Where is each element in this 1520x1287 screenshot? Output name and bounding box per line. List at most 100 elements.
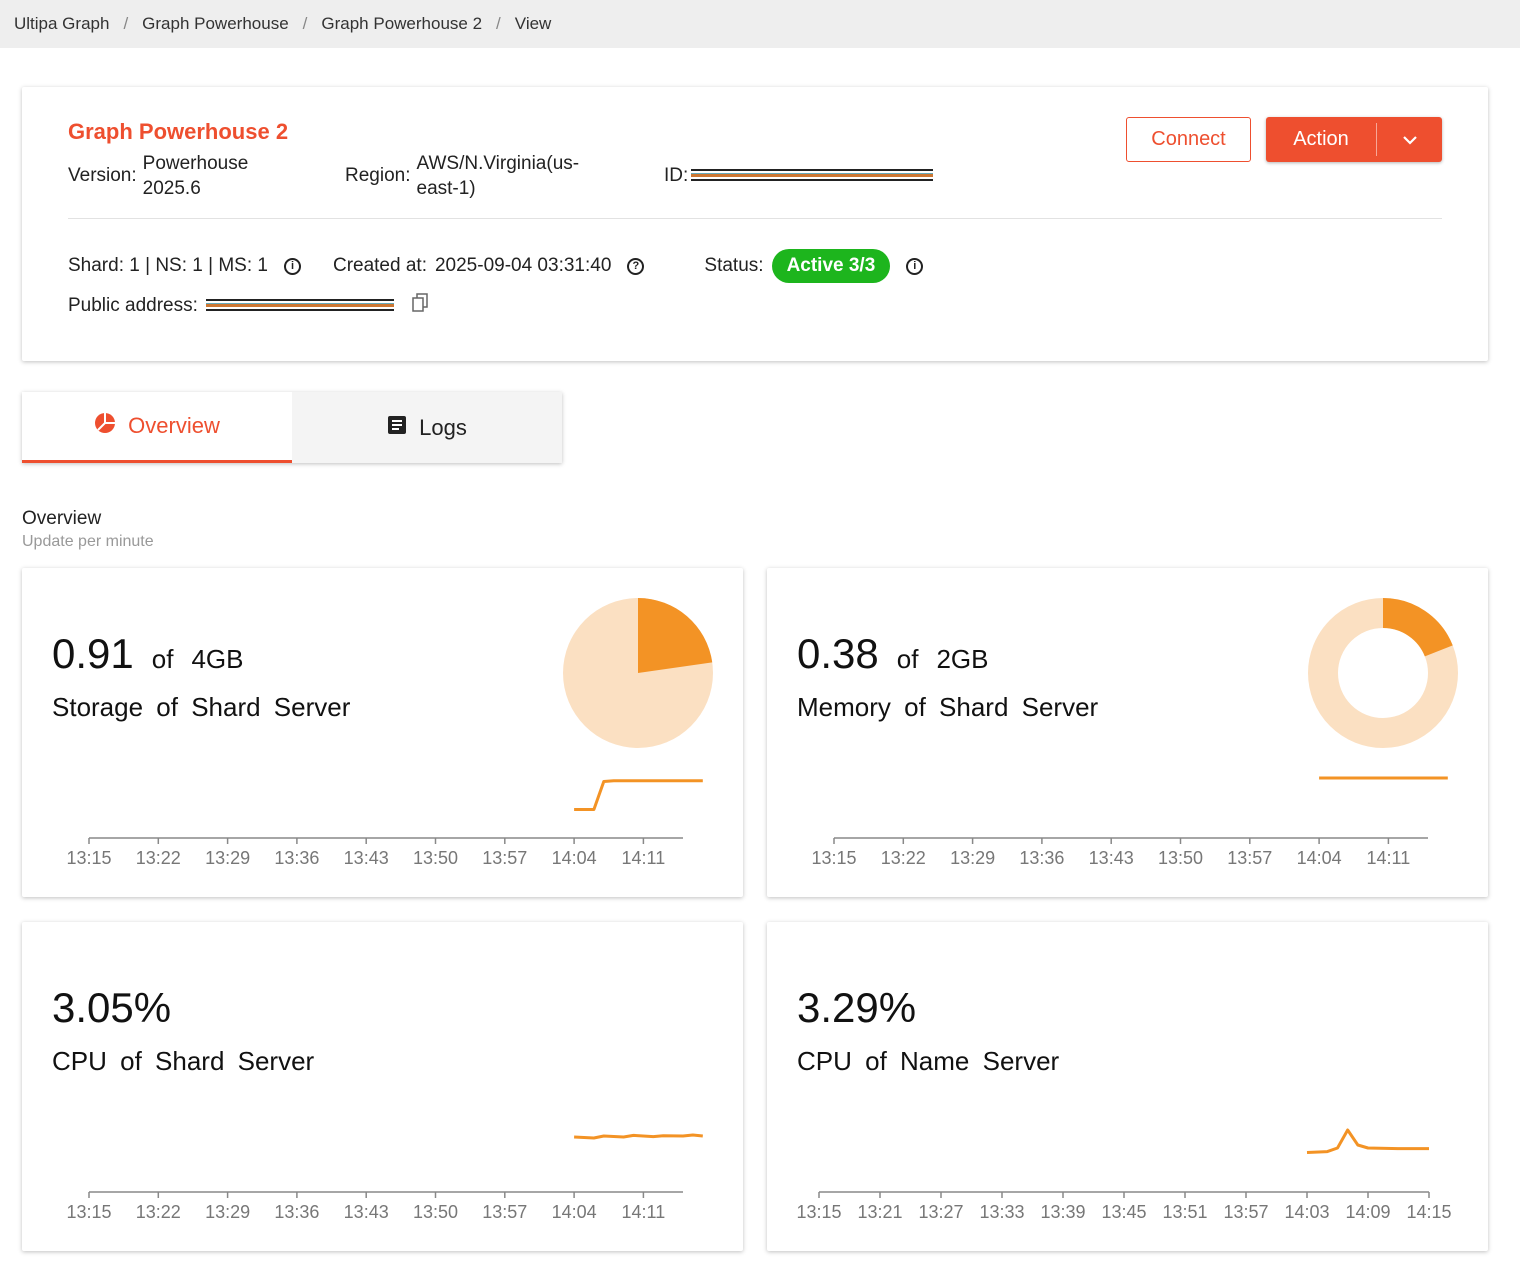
section-title: Overview — [22, 508, 102, 529]
metric-value: 3.05% — [52, 984, 171, 1032]
info-icon[interactable]: i — [283, 257, 301, 275]
x-tick-label: 14:11 — [622, 848, 666, 868]
x-tick-label: 13:15 — [811, 848, 856, 868]
of-label: of — [151, 644, 174, 674]
cpu-name-card: 3.29% CPU of Name Server 13:15 13:21 13:27 13… — [767, 922, 1488, 1251]
breadcrumb-graph-powerhouse[interactable]: Graph Powerhouse — [142, 14, 289, 33]
total-label: 4GB — [191, 644, 244, 674]
overview-section-header: Overview Update per minute — [22, 508, 154, 551]
breadcrumb-separator: / — [123, 14, 129, 33]
x-tick-label: 14:11 — [1367, 848, 1411, 868]
divider — [68, 218, 1442, 219]
region-label: Region: — [345, 165, 411, 186]
x-tick-label: 13:36 — [274, 1202, 319, 1222]
chart: 13:15 13:22 13:29 13:36 13:43 13:50 13:57 14:04… — [66, 598, 713, 868]
series-line — [574, 779, 703, 811]
instance-info-card: Graph Powerhouse 2 Version: Powerhouse 20… — [22, 87, 1488, 361]
x-tick-label: 13:29 — [205, 848, 250, 868]
chevron-down-icon[interactable] — [1377, 128, 1442, 151]
version-number: 2025.6 — [142, 178, 201, 199]
info-icon[interactable]: i — [906, 257, 924, 275]
x-tick-label: 13:22 — [881, 848, 926, 868]
action-label: Action — [1293, 128, 1349, 150]
x-tick-label: 13:22 — [136, 848, 181, 868]
redacted-id — [691, 169, 934, 183]
metric-caption: Storage of Shard Server — [52, 692, 351, 722]
tab-overview[interactable]: Overview — [22, 392, 292, 463]
document-icon — [387, 415, 407, 441]
value: 3.05% — [52, 984, 172, 1031]
x-tick-label: 13:36 — [274, 848, 319, 868]
chart: 13:15 13:22 13:29 13:36 13:43 13:50 13:57 14:04… — [66, 1133, 703, 1222]
region-value-cont: east-1) — [416, 178, 476, 199]
x-tick-label: 13:57 — [482, 848, 527, 868]
x-tick-label: 14:15 — [1406, 1202, 1451, 1222]
copy-icon[interactable] — [412, 293, 428, 318]
value: 3.29% — [797, 984, 917, 1031]
x-tick-label: 14:11 — [622, 1202, 666, 1222]
x-tick-label: 13:43 — [344, 1202, 389, 1222]
breadcrumb-ultipa-graph[interactable]: Ultipa Graph — [14, 14, 110, 33]
x-tick-label: 13:33 — [979, 1202, 1024, 1222]
x-tick-label: 13:50 — [413, 848, 458, 868]
redacted-address — [205, 298, 394, 313]
chart: 13:15 13:21 13:27 13:33 13:39 13:45 13:51 13:57… — [796, 1128, 1452, 1222]
x-tick-label: 13:45 — [1101, 1202, 1146, 1222]
tab-label: Overview — [128, 413, 220, 438]
divider — [1376, 123, 1377, 156]
x-tick-label: 13:15 — [66, 1202, 111, 1222]
x-tick-label: 13:22 — [136, 1202, 181, 1222]
version-value: Powerhouse — [142, 153, 249, 174]
value: 0.38 — [797, 630, 879, 677]
public-address-label: Public address: — [68, 294, 198, 316]
action-button[interactable]: Action — [1266, 117, 1442, 162]
metric-caption: CPU of Shard Server — [52, 1046, 315, 1076]
chart: 13:15 13:22 13:29 13:36 13:43 13:50 13:57 14:04… — [811, 598, 1458, 868]
metric-caption: Memory of Shard Server — [797, 692, 1099, 722]
x-tick-label: 13:29 — [950, 848, 995, 868]
x-tick-label: 13:57 — [1223, 1202, 1268, 1222]
storage-card: 0.91 of 4GB Storage of Shard Server 13:15 13:… — [22, 568, 743, 897]
version-label: Version: — [68, 165, 137, 186]
tab-label: Logs — [419, 414, 467, 440]
metric-value: 0.91 of 4GB — [52, 630, 243, 678]
donut-slice-used — [1382, 598, 1453, 658]
version-field: Version: Powerhouse 2025.6 — [68, 151, 248, 201]
node-counts: Shard: 1 | NS: 1 | MS: 1 — [68, 255, 268, 276]
x-tick-label: 13:57 — [1227, 848, 1272, 868]
x-tick-label: 13:43 — [344, 848, 389, 868]
pie-slice-used — [638, 598, 713, 673]
id-label: ID: — [664, 165, 689, 186]
metric-value: 0.38 of 2GB — [797, 630, 988, 678]
of-label: of — [896, 644, 919, 674]
x-tick-label: 14:04 — [552, 1202, 597, 1222]
total-label: 2GB — [936, 644, 989, 674]
public-address-field: Public address: — [68, 293, 428, 318]
breadcrumb-separator: / — [302, 14, 308, 33]
x-tick-label: 13:39 — [1040, 1202, 1085, 1222]
x-tick-label: 14:04 — [552, 848, 597, 868]
created-label: Created at: — [332, 255, 427, 276]
pie-chart-icon — [94, 412, 116, 440]
region-value: AWS/N.Virginia(us- — [416, 153, 580, 174]
tab-logs[interactable]: Logs — [292, 392, 562, 463]
x-tick-label: 13:57 — [482, 1202, 527, 1222]
breadcrumb: Ultipa Graph / Graph Powerhouse / Graph Po… — [0, 0, 1520, 48]
connect-button[interactable]: Connect — [1126, 117, 1251, 162]
breadcrumb-instance[interactable]: Graph Powerhouse 2 — [321, 14, 483, 33]
tab-bar: Overview Logs — [22, 392, 562, 463]
x-tick-label: 13:36 — [1019, 848, 1064, 868]
x-tick-label: 13:29 — [205, 1202, 250, 1222]
status-badge: Active 3/3 — [771, 249, 891, 283]
help-icon[interactable]: ? — [627, 257, 645, 275]
memory-card: 0.38 of 2GB Memory of Shard Server 13:15 13:2… — [767, 568, 1488, 897]
status-label: Status: — [704, 255, 764, 276]
x-tick-label: 13:21 — [857, 1202, 902, 1222]
series-line — [1306, 1128, 1429, 1154]
cluster-row: Shard: 1 | NS: 1 | MS: 1 i Created at: 2… — [68, 249, 924, 283]
value: 0.91 — [52, 630, 134, 677]
x-tick-label: 13:15 — [66, 848, 111, 868]
x-tick-label: 14:04 — [1297, 848, 1342, 868]
x-tick-label: 14:03 — [1284, 1202, 1329, 1222]
breadcrumb-current: View — [514, 14, 552, 33]
